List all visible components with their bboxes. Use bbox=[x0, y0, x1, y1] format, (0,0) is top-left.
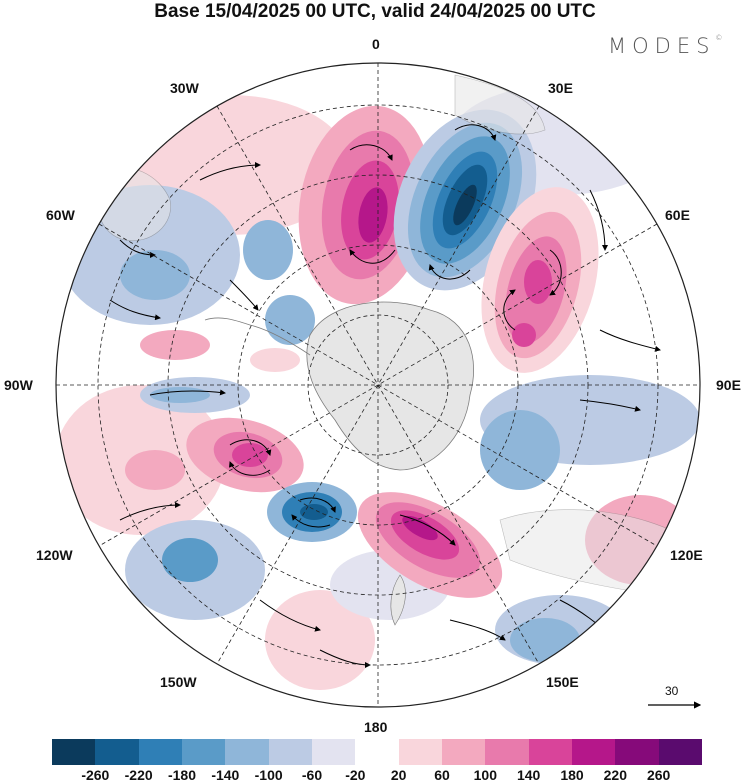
colorbar-swatch bbox=[311, 739, 356, 765]
lon-label-30w: 30W bbox=[170, 80, 199, 96]
new-zealand-landmass bbox=[390, 574, 406, 626]
map-title: Base 15/04/2025 00 UTC, valid 24/04/2025… bbox=[154, 1, 596, 22]
colorbar-swatch bbox=[225, 739, 269, 765]
map-boundary bbox=[55, 62, 701, 708]
lon-label-120e: 120E bbox=[670, 547, 703, 563]
colorbar-swatch bbox=[615, 739, 659, 765]
colorbar-swatch bbox=[398, 739, 442, 765]
colorbar-tick-label: -20 bbox=[345, 767, 366, 783]
antarctic-peninsula-coast bbox=[204, 317, 311, 356]
lon-label-30e: 30E bbox=[548, 80, 573, 96]
graticule bbox=[56, 63, 700, 707]
modes-logo: MODES© bbox=[608, 34, 723, 58]
colorbar-tick-label: 100 bbox=[473, 767, 498, 783]
colorbar-tick-label: 180 bbox=[560, 767, 584, 783]
colorbar-swatch bbox=[441, 739, 486, 765]
colorbar-swatch bbox=[355, 739, 399, 765]
colorbar-tick-label: 260 bbox=[646, 767, 671, 783]
colorbar-swatch bbox=[485, 739, 529, 765]
lon-label-120w: 120W bbox=[36, 547, 73, 563]
colorbar-swatch bbox=[138, 739, 182, 765]
colorbar-tick-label: -180 bbox=[167, 767, 197, 783]
colorbar-swatch bbox=[52, 739, 96, 765]
antarctica-landmass bbox=[306, 301, 474, 471]
colorbar-swatch bbox=[658, 739, 702, 765]
colorbar-tick-label: 140 bbox=[516, 767, 541, 783]
colorbar-tick-label: -100 bbox=[254, 767, 283, 783]
colorbar-tick-label: 20 bbox=[390, 767, 407, 783]
lon-label-90e: 90E bbox=[716, 377, 741, 393]
lon-label-60w: 60W bbox=[46, 207, 75, 223]
colorbar-tick-label: -60 bbox=[301, 767, 323, 783]
colorbar-swatch bbox=[181, 739, 226, 765]
colorbar-tick-label: -220 bbox=[124, 767, 153, 783]
polar-stereographic-map bbox=[55, 62, 702, 709]
lon-label-150e: 150E bbox=[546, 674, 579, 690]
colorbar-tick-label: 220 bbox=[603, 767, 628, 783]
lon-label-0: 0 bbox=[372, 36, 380, 52]
colorbar bbox=[52, 739, 702, 765]
colorbar-swatch bbox=[528, 739, 572, 765]
lon-label-150w: 150W bbox=[160, 674, 197, 690]
lon-label-90w: 90W bbox=[4, 377, 33, 393]
lon-label-180: 180 bbox=[364, 719, 388, 735]
colorbar-swatch bbox=[571, 739, 616, 765]
colorbar-tick-label: -140 bbox=[211, 767, 240, 783]
colorbar-tick-label: 60 bbox=[434, 767, 450, 783]
positive-anomaly bbox=[265, 590, 375, 690]
colorbar-swatch bbox=[95, 739, 139, 765]
lon-label-60e: 60E bbox=[665, 207, 690, 223]
colorbar-tick-label: -260 bbox=[81, 767, 110, 783]
colorbar-swatch bbox=[268, 739, 312, 765]
vector-scale-label: 30 bbox=[665, 684, 679, 698]
